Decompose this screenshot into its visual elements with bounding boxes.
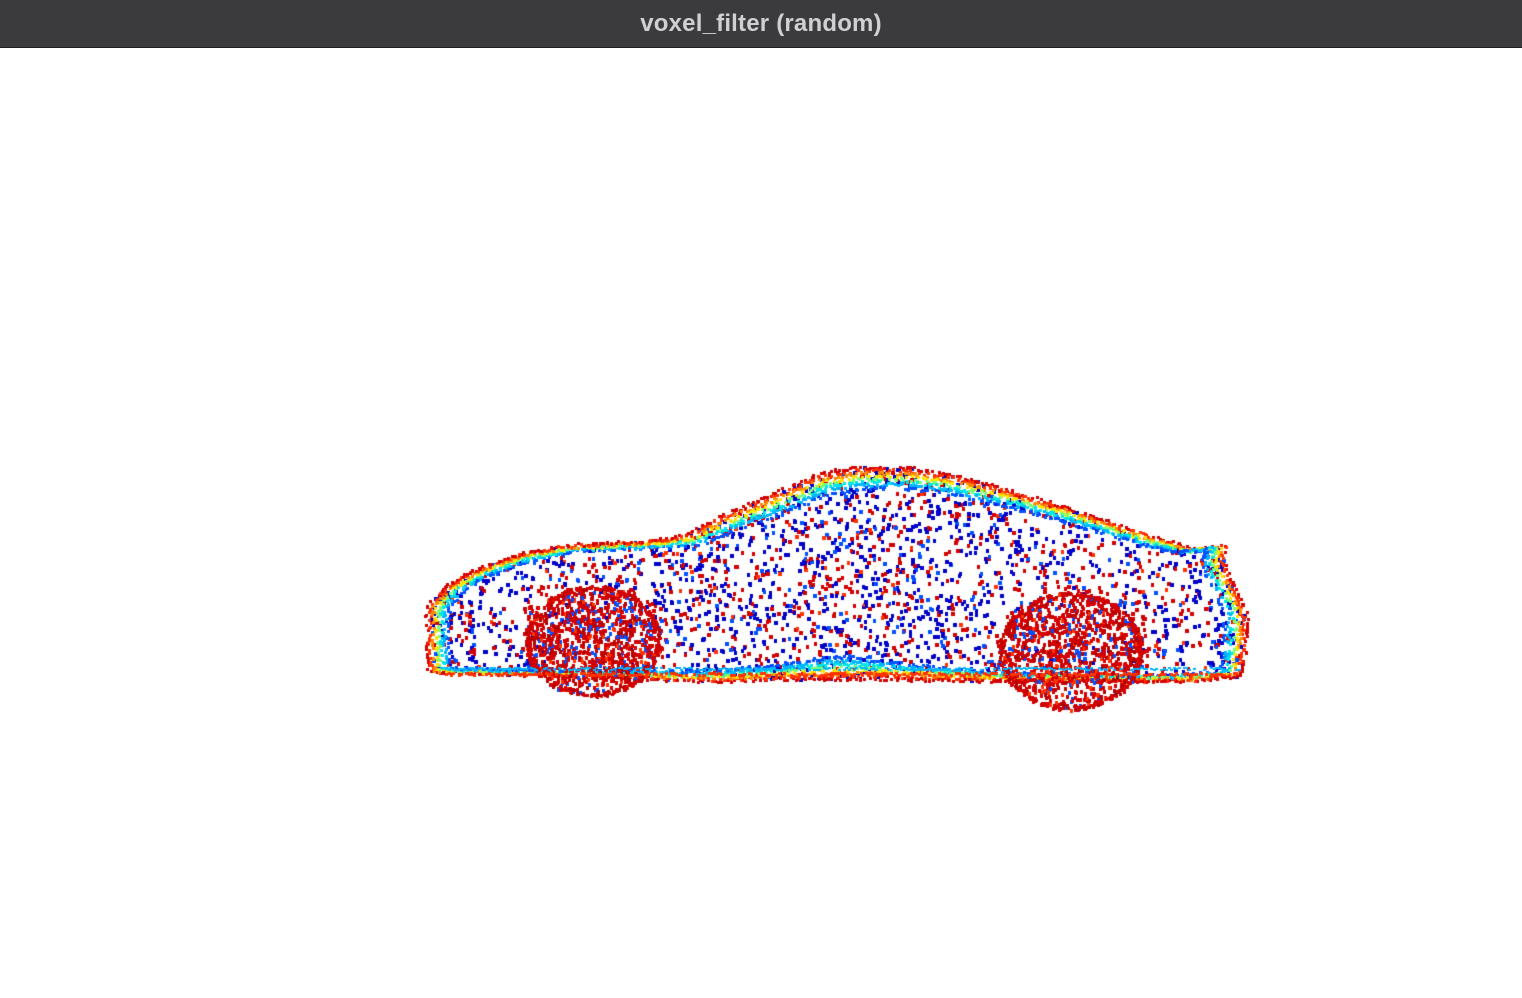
point-cloud-viewport[interactable] — [0, 48, 1522, 998]
title-bar[interactable]: voxel_filter (random) — [0, 0, 1522, 48]
point-cloud-canvas[interactable] — [0, 48, 1522, 998]
window-title: voxel_filter (random) — [640, 9, 882, 37]
